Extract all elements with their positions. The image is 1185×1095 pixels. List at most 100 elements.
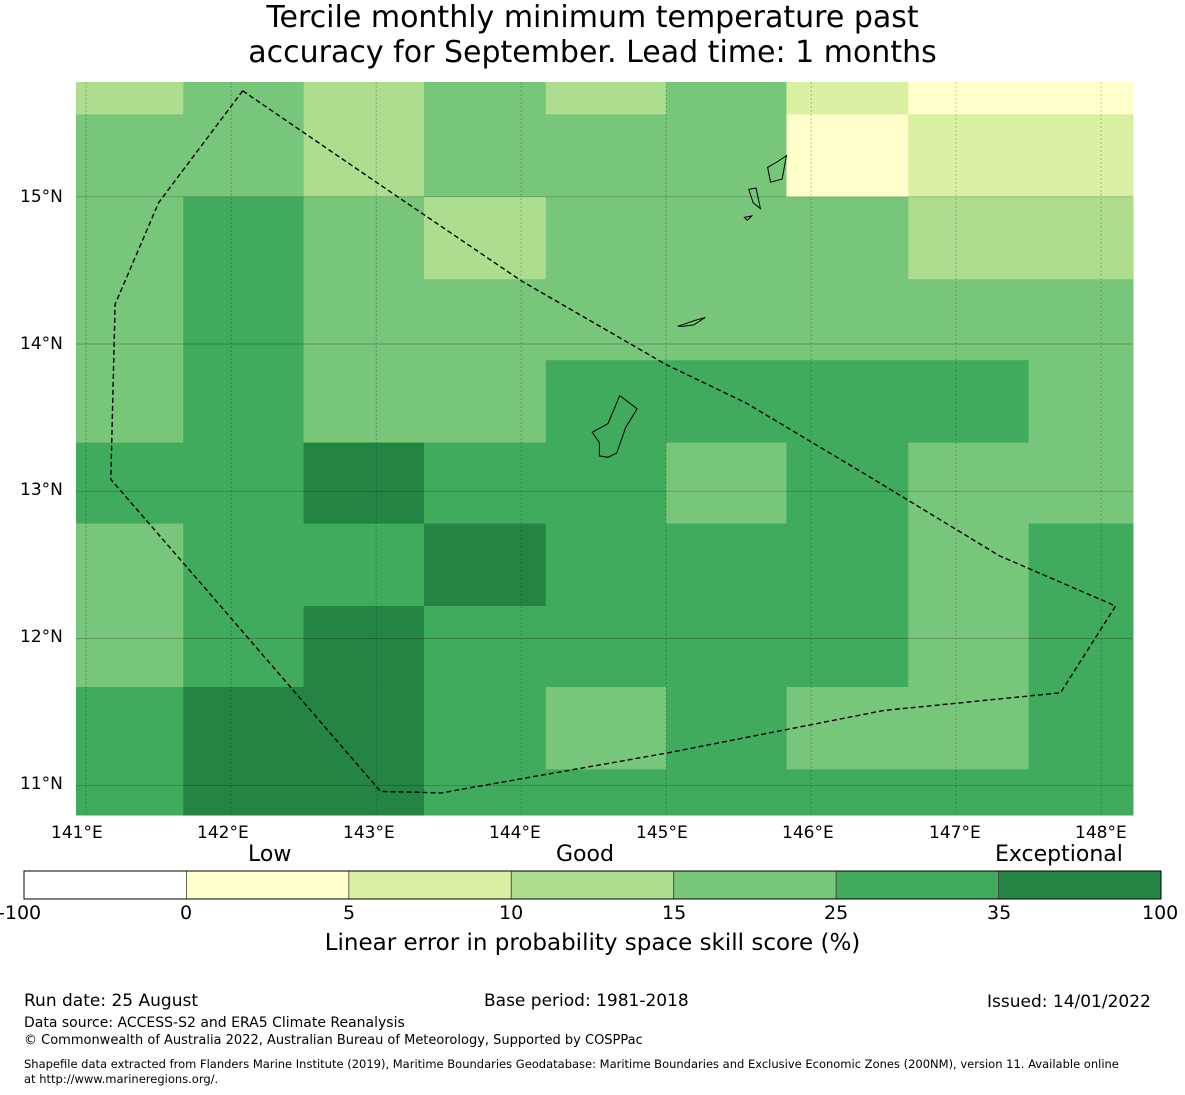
eez-boundary xyxy=(110,90,1117,794)
island-rota xyxy=(677,317,706,327)
grid-cell xyxy=(183,279,305,361)
grid-cell xyxy=(423,82,547,115)
category-low: Low xyxy=(248,842,292,867)
lon-tick-146: 146°E xyxy=(782,823,834,843)
grid-cell xyxy=(786,279,909,361)
grid-cell xyxy=(1028,196,1134,280)
grid-cell xyxy=(183,605,305,688)
grid-cell xyxy=(1028,360,1134,444)
grid-cell xyxy=(76,605,184,688)
grid-cell xyxy=(303,523,425,607)
grid-cell xyxy=(908,686,1030,770)
title-line-1: Tercile monthly minimum temperature past xyxy=(266,0,919,35)
grid-cell xyxy=(908,605,1030,688)
grid-cell xyxy=(423,114,547,198)
grid-cell xyxy=(1028,523,1134,607)
colorbar-tick: 100 xyxy=(1142,902,1179,924)
shapefile-credit-1: Shapefile data extracted from Flanders M… xyxy=(24,1057,1119,1071)
category-exceptional: Exceptional xyxy=(995,842,1123,867)
grid-cell xyxy=(303,769,425,816)
copyright: © Commonwealth of Australia 2022, Austra… xyxy=(24,1033,643,1048)
grid-cell xyxy=(303,82,425,115)
colorbar-swatch xyxy=(673,870,837,900)
grid-cell xyxy=(545,769,667,816)
grid-cell xyxy=(908,82,1030,115)
grid-cell xyxy=(76,279,184,361)
grid-cell xyxy=(423,196,547,280)
grid-cell xyxy=(666,82,787,115)
grid-cell xyxy=(908,196,1030,280)
grid-cell xyxy=(786,114,909,198)
grid-cell xyxy=(76,196,184,280)
colorbar-tick: -100 xyxy=(0,902,42,924)
issued-date: Issued: 14/01/2022 xyxy=(987,992,1151,1012)
skill-grid xyxy=(76,82,1134,816)
grid-cell xyxy=(545,523,667,607)
grid-cell xyxy=(76,114,184,198)
colorbar-label: Linear error in probability space skill … xyxy=(324,930,861,956)
grid-cell xyxy=(303,279,425,361)
grid-cell xyxy=(183,360,305,444)
grid-cell xyxy=(423,769,547,816)
grid-cell xyxy=(545,279,667,361)
colorbar-tick: 35 xyxy=(987,902,1012,924)
grid-cell xyxy=(666,769,787,816)
grid-cell xyxy=(183,196,305,280)
grid-cell xyxy=(666,279,787,361)
grid-cell xyxy=(786,82,909,115)
grid-cell xyxy=(303,196,425,280)
grid-cell xyxy=(908,769,1030,816)
grid-cell xyxy=(666,686,787,770)
grid-cell xyxy=(76,686,184,770)
graticule xyxy=(76,82,1133,815)
colorbar-swatch xyxy=(835,870,999,900)
grid-cell xyxy=(303,360,425,444)
island-outlines xyxy=(591,154,788,458)
grid-cell xyxy=(545,360,667,444)
grid-cell xyxy=(183,686,305,770)
grid-cell xyxy=(423,605,547,688)
grid-cell xyxy=(786,605,909,688)
grid-cell xyxy=(666,196,787,280)
grid-cell xyxy=(76,360,184,444)
grid-cell xyxy=(183,769,305,816)
lat-tick-13: 13°N xyxy=(20,480,63,500)
grid-cell xyxy=(908,114,1030,198)
grid-cell xyxy=(786,686,909,770)
grid-cell xyxy=(303,114,425,198)
grid-cell xyxy=(666,523,787,607)
grid-cell xyxy=(786,360,909,444)
grid-cell xyxy=(666,114,787,198)
grid-cell xyxy=(545,442,667,525)
colorbar-tick: 5 xyxy=(343,902,356,924)
grid-cell xyxy=(1028,279,1134,361)
grid-cell xyxy=(908,360,1030,444)
lat-tick-14: 14°N xyxy=(20,334,63,354)
grid-cell xyxy=(183,442,305,525)
colorbar-swatch xyxy=(23,870,187,900)
grid-cell xyxy=(76,523,184,607)
grid-cell xyxy=(423,523,547,607)
shapefile-credit-2: at http://www.marineregions.org/. xyxy=(24,1072,219,1086)
island-guam xyxy=(591,394,638,458)
lon-tick-148: 148°E xyxy=(1075,823,1127,843)
title-line-2: accuracy for September. Lead time: 1 mon… xyxy=(248,35,937,70)
colorbar-tick: 0 xyxy=(180,902,193,924)
grid-cell xyxy=(666,442,787,525)
colorbar-tick: 25 xyxy=(824,902,849,924)
grid-cell xyxy=(545,114,667,198)
colorbar-swatch xyxy=(998,870,1162,900)
colorbar-tick: 10 xyxy=(499,902,524,924)
grid-cell xyxy=(303,605,425,688)
map-title: Tercile monthly minimum temperature past… xyxy=(0,0,1185,70)
colorbar-tick: 15 xyxy=(662,902,687,924)
grid-cell xyxy=(183,114,305,198)
grid-cell xyxy=(183,82,305,115)
colorbar xyxy=(23,870,1162,900)
grid-cell xyxy=(1028,442,1134,525)
grid-cell xyxy=(786,196,909,280)
colorbar-swatch xyxy=(348,870,512,900)
grid-cell xyxy=(545,686,667,770)
grid-cell xyxy=(1028,769,1134,816)
data-source: Data source: ACCESS-S2 and ERA5 Climate … xyxy=(24,1015,405,1031)
